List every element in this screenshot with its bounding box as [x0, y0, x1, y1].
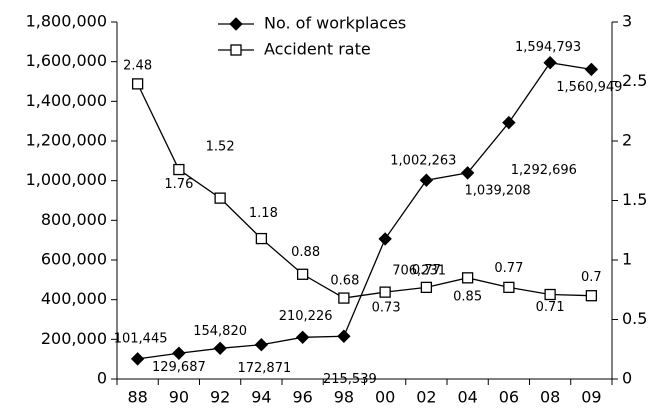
data-label: 1,292,696 [511, 163, 577, 178]
data-label: 0.77 [412, 263, 441, 278]
x-tick-label: 09 [581, 388, 601, 407]
data-label: 154,820 [193, 324, 247, 339]
marker [131, 78, 144, 90]
x-tick-label: 00 [375, 388, 395, 407]
y-tick-label: 1,000,000 [26, 170, 107, 189]
marker [338, 292, 350, 304]
data-label: 101,445 [114, 331, 168, 346]
series-line [137, 61, 592, 360]
x-tick-label: 04 [457, 388, 477, 407]
marker [461, 272, 474, 284]
y2-tick-label: 0 [622, 369, 632, 388]
x-tick-label: 94 [251, 388, 271, 407]
data-label: 1.52 [206, 140, 235, 155]
y2-tick-label: 0.5 [622, 309, 647, 328]
data-label: 129,687 [152, 360, 206, 375]
marker [296, 268, 309, 280]
marker [255, 232, 268, 245]
marker [585, 290, 598, 302]
data-label: 0.85 [453, 289, 482, 304]
data-label: 0.71 [536, 300, 565, 315]
marker [254, 338, 269, 352]
data-label: 1,002,263 [390, 154, 456, 169]
marker [460, 166, 475, 180]
y-tick-label: 0 [97, 369, 107, 388]
y2-tick-label: 2.5 [622, 71, 647, 90]
marker [172, 346, 186, 360]
x-tick-label: 92 [210, 388, 230, 407]
x-tick-label: 06 [499, 388, 519, 407]
x-tick-label: 88 [127, 388, 147, 407]
marker [173, 163, 185, 176]
legend-marker [229, 17, 243, 31]
data-label: 1,039,208 [465, 183, 531, 198]
y-tick-label: 600,000 [41, 250, 107, 269]
y2-tick-label: 1 [622, 250, 632, 269]
marker [379, 286, 391, 298]
data-label: 0.77 [494, 261, 523, 276]
data-label: 0.68 [330, 274, 359, 289]
marker [214, 192, 226, 204]
y-tick-label: 1,600,000 [26, 51, 107, 70]
marker [213, 341, 227, 356]
marker [584, 62, 599, 77]
marker [544, 288, 556, 301]
y-tick-label: 1,400,000 [26, 91, 107, 110]
marker [130, 352, 145, 366]
data-label: 0.88 [291, 245, 320, 260]
x-tick-label: 02 [416, 388, 436, 407]
data-label: 1.18 [249, 206, 278, 221]
data-label: 210,226 [279, 309, 333, 324]
data-label: 215,539 [323, 372, 377, 387]
x-tick-label: 08 [540, 388, 560, 407]
legend-marker [230, 44, 242, 56]
data-label: 706,231 [392, 263, 446, 278]
data-label: 1,594,793 [515, 40, 581, 55]
x-tick-label: 98 [334, 388, 354, 407]
marker [420, 281, 433, 294]
y-tick-label: 800,000 [41, 210, 107, 229]
data-label: 1.76 [164, 177, 193, 192]
legend-label: No. of workplaces [264, 14, 406, 33]
marker [378, 232, 392, 246]
marker [543, 55, 557, 70]
data-label: 2.48 [123, 58, 152, 73]
marker [502, 115, 516, 130]
data-label: 172,871 [237, 361, 291, 376]
legend-label: Accident rate [264, 40, 371, 59]
marker [295, 330, 310, 345]
series-line [137, 83, 592, 299]
y-tick-label: 200,000 [41, 329, 107, 348]
data-label: 0.73 [372, 301, 401, 316]
marker [419, 173, 434, 187]
y-tick-label: 400,000 [41, 289, 107, 308]
y2-tick-label: 2 [622, 131, 632, 150]
x-tick-label: 90 [169, 388, 189, 407]
y2-tick-label: 1.5 [622, 190, 647, 209]
marker [337, 329, 351, 343]
y-tick-label: 1,800,000 [26, 12, 107, 31]
marker [503, 281, 515, 294]
y2-tick-label: 3 [622, 12, 632, 31]
y-tick-label: 1,200,000 [26, 131, 107, 150]
data-label: 1,560,949 [556, 80, 622, 95]
x-tick-label: 96 [292, 388, 312, 407]
data-label: 0.7 [581, 270, 602, 285]
